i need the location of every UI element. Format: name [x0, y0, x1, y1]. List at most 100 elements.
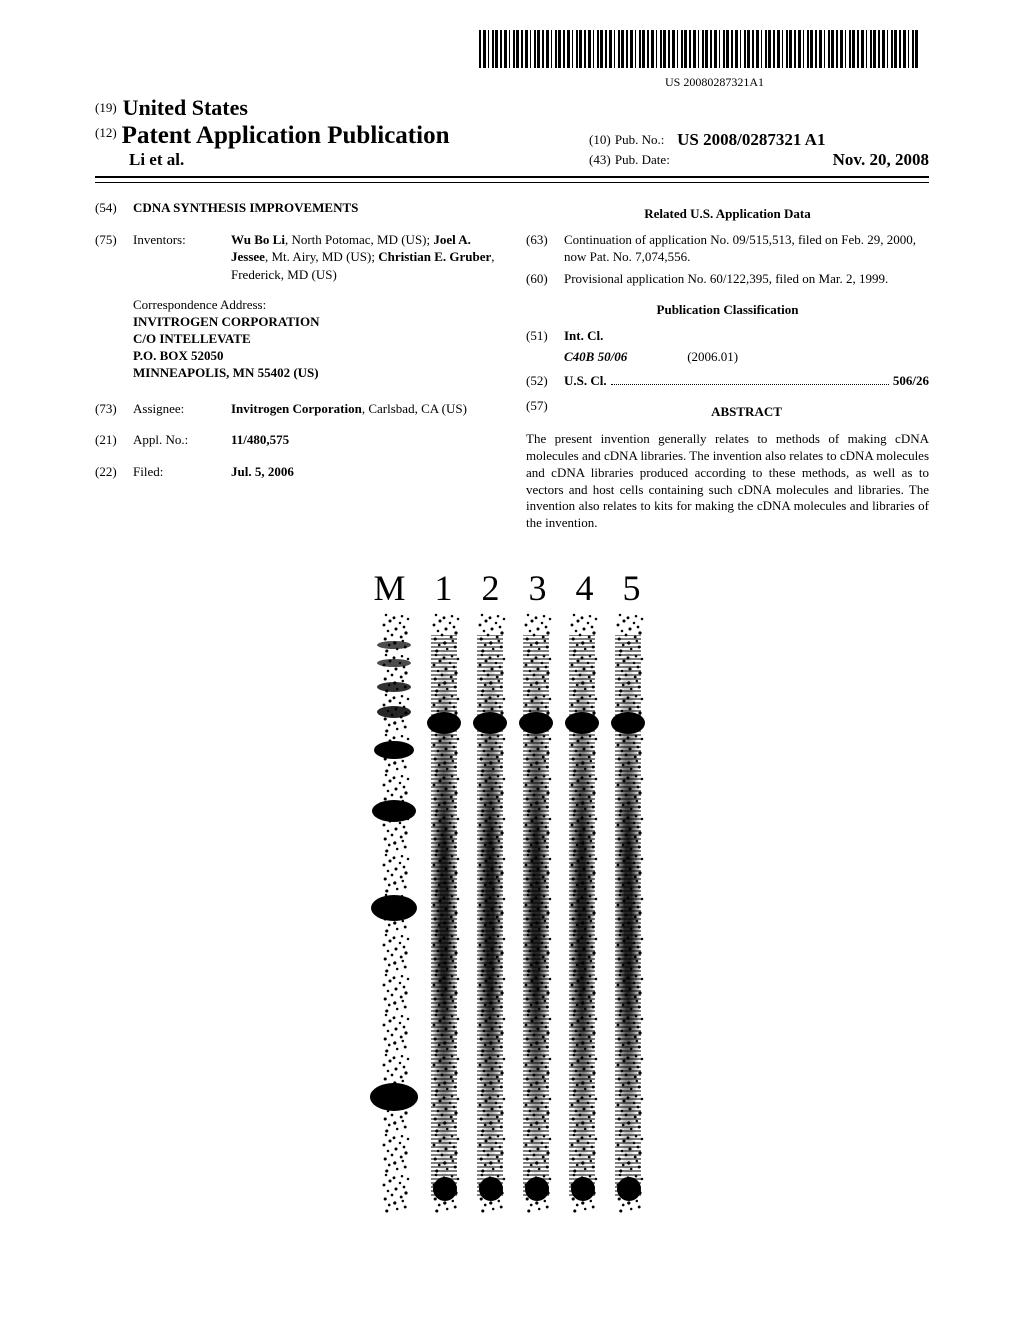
- band-m-2: [377, 659, 411, 667]
- country-line: (19) United States: [95, 95, 569, 121]
- pubno-value: US 2008/0287321 A1: [677, 130, 825, 149]
- applno-value: 11/480,575: [231, 431, 498, 449]
- inid-57: (57): [526, 397, 564, 415]
- inventor-3-name: Christian E. Gruber: [378, 249, 491, 264]
- inventors-label: Inventors:: [133, 231, 231, 249]
- inventor-1-name: Wu Bo Li: [231, 232, 285, 247]
- inid-22: (22): [95, 463, 133, 481]
- continuation-row: (63) Continuation of application No. 09/…: [526, 231, 929, 266]
- gel-image: [367, 623, 657, 1213]
- band-m-8: [370, 1083, 418, 1111]
- corr-line3: P.O. BOX 52050: [133, 348, 498, 365]
- inventor-2-rest: , Mt. Airy, MD (US);: [265, 249, 378, 264]
- doc-type: Patent Application Publication: [122, 122, 450, 149]
- right-column: Related U.S. Application Data (63) Conti…: [526, 199, 929, 532]
- biblio-columns: (54) CDNA SYNTHESIS IMPROVEMENTS (75) In…: [95, 199, 929, 532]
- barcode-area: US 20080287321A1: [95, 30, 929, 90]
- intcl-version: (2006.01): [687, 348, 738, 366]
- abstract-header-row: (57) ABSTRACT: [526, 397, 929, 427]
- related-heading: Related U.S. Application Data: [526, 205, 929, 223]
- correspondence-address: Correspondence Address: INVITROGEN CORPO…: [133, 297, 498, 381]
- lane-2-band: [473, 712, 507, 734]
- band-m-4: [377, 706, 411, 718]
- author-line: Li et al.: [129, 150, 569, 170]
- lane-1-band: [427, 712, 461, 734]
- assignee-label: Assignee:: [133, 400, 231, 418]
- header-right: (10) Pub. No.: US 2008/0287321 A1 (43) P…: [589, 130, 929, 170]
- inid-43: (43): [589, 152, 611, 167]
- lane-m: [375, 623, 413, 1213]
- lane-header: M 1 2 3 4 5: [95, 567, 929, 609]
- uscl-row: (52) U.S. Cl. 506/26: [526, 372, 929, 390]
- rule-thin: [95, 182, 929, 183]
- inid-51: (51): [526, 327, 564, 345]
- assignee-name: Invitrogen Corporation: [231, 401, 362, 416]
- pubdate-value: Nov. 20, 2008: [833, 150, 929, 170]
- left-column: (54) CDNA SYNTHESIS IMPROVEMENTS (75) In…: [95, 199, 498, 532]
- abstract-text: The present invention generally relates …: [526, 431, 929, 532]
- abstract-label: ABSTRACT: [564, 403, 929, 421]
- inid-12: (12): [95, 125, 117, 140]
- lane-3: [517, 623, 555, 1213]
- filed-row: (22) Filed: Jul. 5, 2006: [95, 463, 498, 481]
- filed-value: Jul. 5, 2006: [231, 463, 498, 481]
- barcode-number: US 20080287321A1: [95, 75, 919, 90]
- band-m-7: [371, 895, 417, 921]
- provisional-text: Provisional application No. 60/122,395, …: [564, 270, 929, 288]
- inid-60: (60): [526, 270, 564, 288]
- inid-10: (10): [589, 132, 611, 147]
- intcl-row: (51) Int. Cl.: [526, 327, 929, 345]
- patent-page: US 20080287321A1 (19) United States (12) P…: [0, 0, 1024, 1258]
- pub-date-row: (43) Pub. Date: Nov. 20, 2008: [589, 150, 929, 170]
- corr-label: Correspondence Address:: [133, 297, 498, 314]
- lane-5: [609, 623, 647, 1213]
- assignee-rest: , Carlsbad, CA (US): [362, 401, 467, 416]
- invention-title: CDNA SYNTHESIS IMPROVEMENTS: [133, 199, 498, 217]
- corr-line4: MINNEAPOLIS, MN 55402 (US): [133, 365, 498, 382]
- inventors-row: (75) Inventors: Wu Bo Li, North Potomac,…: [95, 231, 498, 284]
- inid-54: (54): [95, 199, 133, 217]
- inid-21: (21): [95, 431, 133, 449]
- rule-thick: [95, 176, 929, 178]
- continuation-text: Continuation of application No. 09/515,5…: [564, 231, 929, 266]
- band-m-1: [377, 641, 411, 649]
- lane-5-band: [611, 712, 645, 734]
- filed-label: Filed:: [133, 463, 231, 481]
- applno-label: Appl. No.:: [133, 431, 231, 449]
- corr-line2: C/O INTELLEVATE: [133, 331, 498, 348]
- title-row: (54) CDNA SYNTHESIS IMPROVEMENTS: [95, 199, 498, 217]
- barcode: [479, 30, 919, 68]
- header-left: (19) United States (12) Patent Application…: [95, 95, 569, 170]
- intcl-code-row: C40B 50/06 (2006.01): [564, 348, 929, 366]
- inid-52: (52): [526, 372, 564, 390]
- pubno-label: Pub. No.:: [615, 132, 664, 147]
- uscl-label: U.S. Cl.: [564, 372, 607, 390]
- lane-3-band: [519, 712, 553, 734]
- applno-row: (21) Appl. No.: 11/480,575: [95, 431, 498, 449]
- lane-2: [471, 623, 509, 1213]
- classification-heading: Publication Classification: [526, 301, 929, 319]
- inventor-1-rest: , North Potomac, MD (US);: [285, 232, 433, 247]
- uscl-value: 506/26: [893, 372, 929, 390]
- inid-19: (19): [95, 100, 117, 115]
- corr-line1: INVITROGEN CORPORATION: [133, 314, 498, 331]
- assignee-value: Invitrogen Corporation, Carlsbad, CA (US…: [231, 400, 498, 418]
- lane-4: [563, 623, 601, 1213]
- pub-no-row: (10) Pub. No.: US 2008/0287321 A1: [589, 130, 929, 150]
- header-row: (19) United States (12) Patent Application…: [95, 95, 929, 170]
- inid-73: (73): [95, 400, 133, 418]
- intcl-code: C40B 50/06: [564, 348, 627, 366]
- assignee-row: (73) Assignee: Invitrogen Corporation, C…: [95, 400, 498, 418]
- uscl-dots: [611, 384, 889, 385]
- lane-1: [425, 623, 463, 1213]
- intcl-label: Int. Cl.: [564, 327, 929, 345]
- inid-63: (63): [526, 231, 564, 249]
- doc-type-line: (12) Patent Application Publication: [95, 122, 569, 150]
- inid-75: (75): [95, 231, 133, 249]
- inventors-names: Wu Bo Li, North Potomac, MD (US); Joel A…: [231, 231, 498, 284]
- country-name: United States: [123, 95, 248, 120]
- provisional-row: (60) Provisional application No. 60/122,…: [526, 270, 929, 288]
- pubdate-label: Pub. Date:: [615, 152, 670, 167]
- figure-area: M 1 2 3 4 5: [95, 567, 929, 1218]
- lane-4-band: [565, 712, 599, 734]
